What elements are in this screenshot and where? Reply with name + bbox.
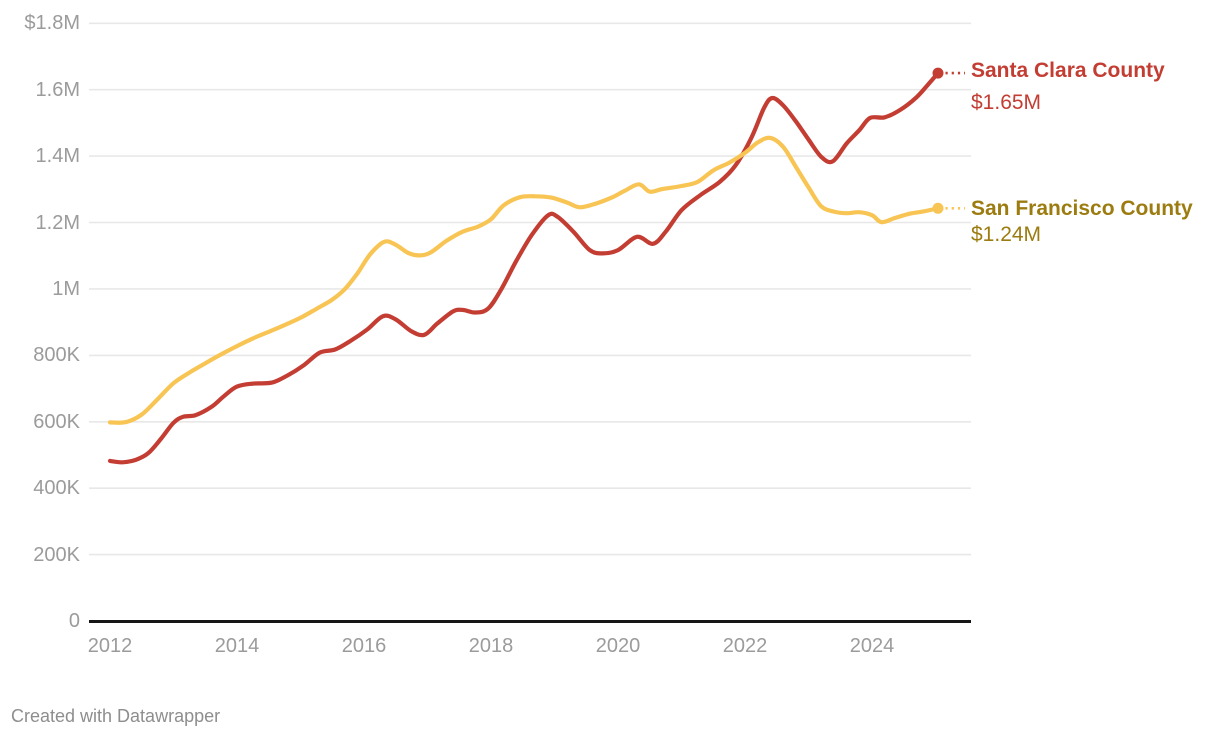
x-tick-label: 2024	[849, 635, 895, 657]
series-line	[107, 135, 941, 425]
x-tick-label: 2012	[87, 635, 133, 657]
x-tick-label: 2014	[214, 635, 260, 657]
y-tick-label: 1M	[52, 277, 80, 300]
y-tick-label: 1.4M	[35, 145, 80, 168]
series-label-san-francisco: San Francisco County $1.24M	[971, 197, 1193, 246]
x-tick-label: 2018	[468, 635, 514, 657]
series-end-dot	[932, 202, 944, 214]
series-name: Santa Clara County	[971, 59, 1165, 82]
y-tick-label: 1.2M	[35, 211, 80, 234]
x-tick-label: 2020	[595, 635, 641, 657]
datawrapper-credit-link[interactable]: Created with Datawrapper	[11, 706, 221, 726]
series-name: San Francisco County	[971, 197, 1193, 220]
y-tick-label: $1.8M	[24, 12, 80, 35]
series-end-value: $1.65M	[971, 91, 1042, 114]
series-label-santa-clara: Santa Clara County $1.65M	[971, 59, 1165, 114]
y-tick-label: 600K	[33, 410, 80, 433]
series-end-value: $1.24M	[971, 223, 1042, 246]
y-tick-label: 0	[68, 610, 80, 632]
series-line	[107, 71, 941, 465]
y-tick-label: 200K	[33, 543, 80, 566]
y-tick-label: 1.6M	[35, 78, 80, 101]
x-tick-label: 2022	[722, 635, 768, 657]
y-tick-label: 400K	[33, 477, 80, 500]
series-end-dot	[932, 67, 944, 79]
x-tick-label: 2016	[341, 635, 387, 657]
y-tick-label: 800K	[33, 344, 80, 367]
